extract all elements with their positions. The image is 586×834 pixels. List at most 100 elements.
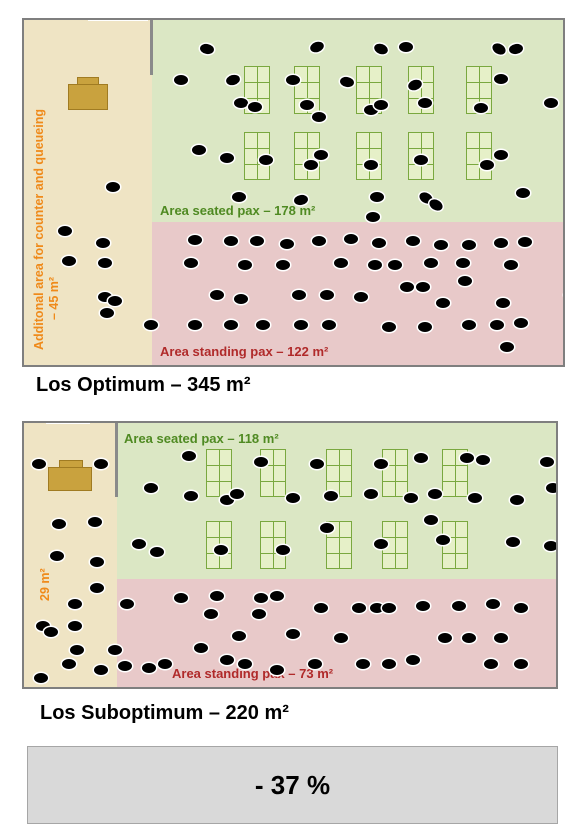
passenger-icon — [68, 621, 82, 631]
passenger-icon — [370, 603, 384, 613]
passenger-icon — [286, 75, 300, 85]
table-icon — [442, 521, 468, 569]
passenger-icon — [544, 98, 558, 108]
layout1-caption: Los Optimum – 345 m² — [36, 374, 251, 396]
passenger-icon — [88, 517, 102, 527]
passenger-icon — [476, 455, 490, 465]
passenger-icon — [416, 282, 430, 292]
passenger-icon — [314, 150, 328, 160]
passenger-icon — [462, 240, 476, 250]
floor-plan-suboptimum: 29 m² Area seated pax – 118 m² Area stan… — [22, 421, 558, 689]
passenger-icon — [210, 591, 224, 601]
passenger-icon — [286, 493, 300, 503]
table-icon — [206, 449, 232, 497]
passenger-icon — [90, 583, 104, 593]
passenger-icon — [36, 621, 50, 631]
passenger-icon — [308, 659, 322, 669]
passenger-icon — [174, 75, 188, 85]
passenger-icon — [62, 256, 76, 266]
passenger-icon — [370, 192, 384, 202]
passenger-icon — [504, 260, 518, 270]
seated-area-label: Area seated pax – 118 m² — [124, 431, 279, 446]
passenger-icon — [184, 491, 198, 501]
passenger-icon — [322, 320, 336, 330]
partition-wall — [115, 423, 118, 497]
passenger-icon — [50, 551, 64, 561]
passenger-icon — [94, 459, 108, 469]
passenger-icon — [356, 659, 370, 669]
passenger-icon — [224, 320, 238, 330]
table-icon — [326, 521, 352, 569]
counter-desk-icon — [68, 77, 108, 110]
passenger-icon — [312, 236, 326, 246]
passenger-icon — [254, 593, 268, 603]
passenger-icon — [270, 591, 284, 601]
reduction-value: - 37 % — [254, 769, 331, 800]
passenger-icon — [414, 453, 428, 463]
passenger-icon — [490, 320, 504, 330]
passenger-icon — [52, 519, 66, 529]
passenger-icon — [300, 100, 314, 110]
passenger-icon — [510, 495, 524, 505]
passenger-icon — [310, 459, 324, 469]
passenger-icon — [100, 308, 114, 318]
passenger-icon — [192, 145, 206, 155]
passenger-icon — [462, 633, 476, 643]
table-icon — [356, 132, 382, 180]
table-icon — [260, 449, 286, 497]
passenger-icon — [188, 235, 202, 245]
passenger-icon — [120, 599, 134, 609]
passenger-icon — [484, 659, 498, 669]
passenger-icon — [108, 645, 122, 655]
passenger-icon — [34, 673, 48, 683]
table-icon — [326, 449, 352, 497]
passenger-icon — [254, 457, 268, 467]
passenger-icon — [516, 188, 530, 198]
passenger-icon — [382, 659, 396, 669]
passenger-icon — [494, 74, 508, 84]
passenger-icon — [252, 609, 266, 619]
partition-wall — [150, 20, 153, 75]
passenger-icon — [320, 290, 334, 300]
passenger-icon — [184, 258, 198, 268]
passenger-icon — [44, 627, 58, 637]
floor-plan-optimum: Additonal area for counter and queueing … — [22, 18, 565, 367]
passenger-icon — [546, 483, 556, 493]
passenger-icon — [276, 260, 290, 270]
passenger-icon — [352, 603, 366, 613]
passenger-icon — [94, 665, 108, 675]
passenger-icon — [436, 298, 450, 308]
passenger-icon — [496, 298, 510, 308]
passenger-icon — [406, 655, 420, 665]
passenger-icon — [90, 557, 104, 567]
passenger-icon — [108, 296, 122, 306]
seated-area — [152, 20, 563, 222]
passenger-icon — [142, 663, 156, 673]
passenger-icon — [372, 238, 386, 248]
passenger-icon — [234, 98, 248, 108]
passenger-icon — [514, 603, 528, 613]
passenger-icon — [382, 322, 396, 332]
table-icon — [294, 66, 320, 114]
passenger-icon — [158, 659, 172, 669]
passenger-icon — [106, 182, 120, 192]
passenger-icon — [210, 290, 224, 300]
passenger-icon — [460, 453, 474, 463]
passenger-icon — [494, 150, 508, 160]
passenger-icon — [404, 493, 418, 503]
passenger-icon — [286, 629, 300, 639]
passenger-icon — [132, 539, 146, 549]
passenger-icon — [98, 292, 112, 302]
passenger-icon — [434, 240, 448, 250]
passenger-icon — [144, 483, 158, 493]
passenger-icon — [486, 599, 500, 609]
passenger-icon — [334, 633, 348, 643]
passenger-icon — [238, 260, 252, 270]
passenger-icon — [144, 320, 158, 330]
passenger-icon — [58, 226, 72, 236]
passenger-icon — [564, 290, 565, 300]
passenger-icon — [364, 489, 378, 499]
passenger-icon — [314, 603, 328, 613]
passenger-icon — [354, 292, 368, 302]
passenger-icon — [399, 42, 413, 52]
